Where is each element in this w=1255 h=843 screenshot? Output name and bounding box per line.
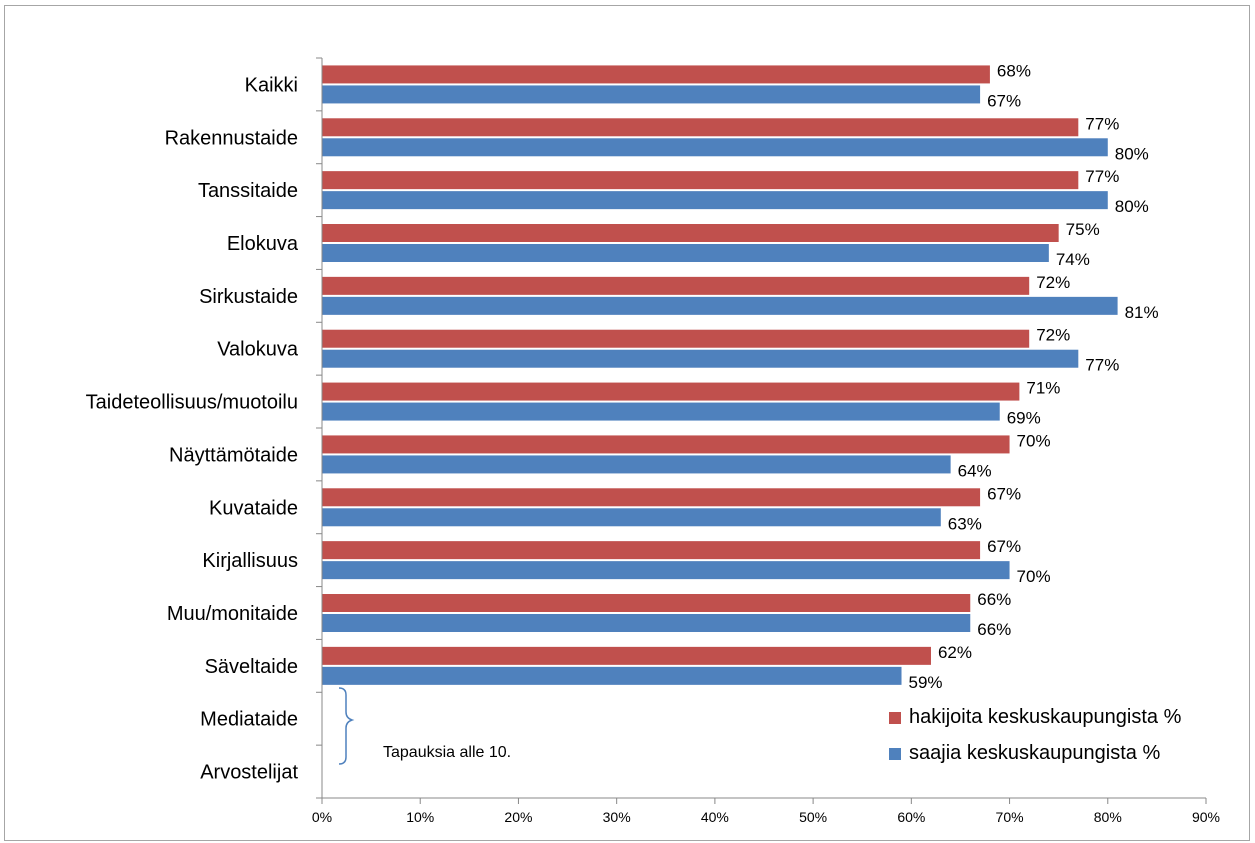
category-label-valokuva: Valokuva: [217, 339, 299, 361]
x-tick-label: 80%: [1094, 809, 1122, 825]
value-label-kaikki-series-1: 68%: [997, 61, 1031, 80]
x-tick-label: 10%: [406, 809, 434, 825]
category-label-kuvataide: Kuvataide: [209, 497, 298, 519]
value-label-saveltaide-series-2: 59%: [909, 673, 943, 692]
bar-nayttamotaide-series-1[interactable]: [322, 435, 1010, 454]
value-label-rakennustaide-series-2: 80%: [1115, 144, 1149, 163]
bar-taideteollisuus-muotoilu-series-2[interactable]: [322, 402, 1000, 421]
category-label-muu-monitaide: Muu/monitaide: [167, 603, 298, 625]
value-label-muu-monitaide-series-1: 66%: [977, 590, 1011, 609]
category-label-mediataide: Mediataide: [200, 709, 298, 731]
value-label-tanssitaide-series-1: 77%: [1085, 167, 1119, 186]
bar-muu-monitaide-series-2[interactable]: [322, 614, 971, 632]
bar-taideteollisuus-muotoilu-series-1[interactable]: [322, 382, 1020, 401]
value-label-valokuva-series-2: 77%: [1085, 356, 1119, 375]
bar-muu-monitaide-series-1[interactable]: [322, 594, 971, 612]
value-label-kuvataide-series-1: 67%: [987, 484, 1021, 503]
bar-rakennustaide-series-2[interactable]: [322, 138, 1108, 157]
value-label-nayttamotaide-series-1: 70%: [1017, 431, 1051, 450]
value-label-valokuva-series-1: 72%: [1036, 326, 1070, 345]
bar-saveltaide-series-2[interactable]: [322, 666, 902, 685]
value-label-elokuva-series-2: 74%: [1056, 250, 1090, 269]
value-label-tanssitaide-series-2: 80%: [1115, 197, 1149, 216]
value-label-saveltaide-series-1: 62%: [938, 643, 972, 662]
category-label-rakennustaide: Rakennustaide: [165, 127, 298, 149]
annotation-text: Tapauksia alle 10.: [383, 744, 511, 761]
category-label-saveltaide: Säveltaide: [205, 656, 298, 678]
value-label-muu-monitaide-series-2: 66%: [977, 620, 1011, 639]
category-label-nayttamotaide: Näyttämötaide: [169, 444, 298, 466]
annotation-brace: [338, 687, 355, 765]
x-tick-label: 50%: [799, 809, 827, 825]
category-label-taideteollisuus-muotoilu: Taideteollisuus/muotoilu: [86, 392, 298, 414]
category-label-tanssitaide: Tanssitaide: [198, 180, 298, 202]
bar-kaikki-series-1[interactable]: [322, 65, 990, 84]
value-label-kaikki-series-2: 67%: [987, 91, 1021, 110]
category-label-elokuva: Elokuva: [227, 233, 299, 255]
category-label-sirkustaide: Sirkustaide: [199, 286, 298, 308]
bar-kaikki-series-2[interactable]: [322, 85, 981, 104]
bar-elokuva-series-1[interactable]: [322, 224, 1059, 242]
value-label-kirjallisuus-series-1: 67%: [987, 537, 1021, 556]
category-label-arvostelijat: Arvostelijat: [200, 762, 298, 784]
value-label-sirkustaide-series-1: 72%: [1036, 273, 1070, 292]
value-label-kuvataide-series-2: 63%: [948, 514, 982, 533]
legend-swatch-series-2: [889, 748, 901, 760]
bar-nayttamotaide-series-2[interactable]: [322, 455, 951, 474]
bar-tanssitaide-series-1[interactable]: [322, 171, 1079, 190]
bar-kuvataide-series-2[interactable]: [322, 508, 941, 527]
legend-label-series-1: hakijoita keskuskaupungista %: [909, 706, 1182, 728]
bar-kuvataide-series-1[interactable]: [322, 488, 981, 507]
bar-saveltaide-series-1[interactable]: [322, 646, 931, 665]
x-tick-label: 30%: [603, 809, 631, 825]
x-tick-label: 0%: [312, 809, 332, 825]
bar-kirjallisuus-series-1[interactable]: [322, 541, 981, 560]
bar-sirkustaide-series-1[interactable]: [322, 276, 1030, 295]
value-label-taideteollisuus-muotoilu-series-1: 71%: [1026, 379, 1060, 398]
bar-sirkustaide-series-2[interactable]: [322, 296, 1118, 315]
value-label-kirjallisuus-series-2: 70%: [1017, 567, 1051, 586]
value-label-nayttamotaide-series-2: 64%: [958, 461, 992, 480]
value-label-taideteollisuus-muotoilu-series-2: 69%: [1007, 409, 1041, 428]
x-tick-label: 70%: [996, 809, 1024, 825]
x-tick-label: 60%: [897, 809, 925, 825]
bar-elokuva-series-2[interactable]: [322, 244, 1049, 262]
x-tick-label: 20%: [504, 809, 532, 825]
value-label-rakennustaide-series-1: 77%: [1085, 114, 1119, 133]
value-label-sirkustaide-series-2: 81%: [1125, 303, 1159, 322]
value-label-elokuva-series-1: 75%: [1066, 220, 1100, 239]
bar-valokuva-series-1[interactable]: [322, 329, 1030, 348]
legend-label-series-2: saajia keskuskaupungista %: [909, 742, 1160, 764]
bar-kirjallisuus-series-2[interactable]: [322, 561, 1010, 580]
bar-valokuva-series-2[interactable]: [322, 349, 1079, 368]
x-tick-label: 40%: [701, 809, 729, 825]
x-tick-label: 90%: [1192, 809, 1220, 825]
bar-tanssitaide-series-2[interactable]: [322, 191, 1108, 210]
legend-swatch-series-1: [889, 712, 901, 724]
bar-rakennustaide-series-1[interactable]: [322, 118, 1079, 137]
category-label-kaikki: Kaikki: [245, 74, 298, 96]
category-label-kirjallisuus: Kirjallisuus: [202, 550, 298, 572]
